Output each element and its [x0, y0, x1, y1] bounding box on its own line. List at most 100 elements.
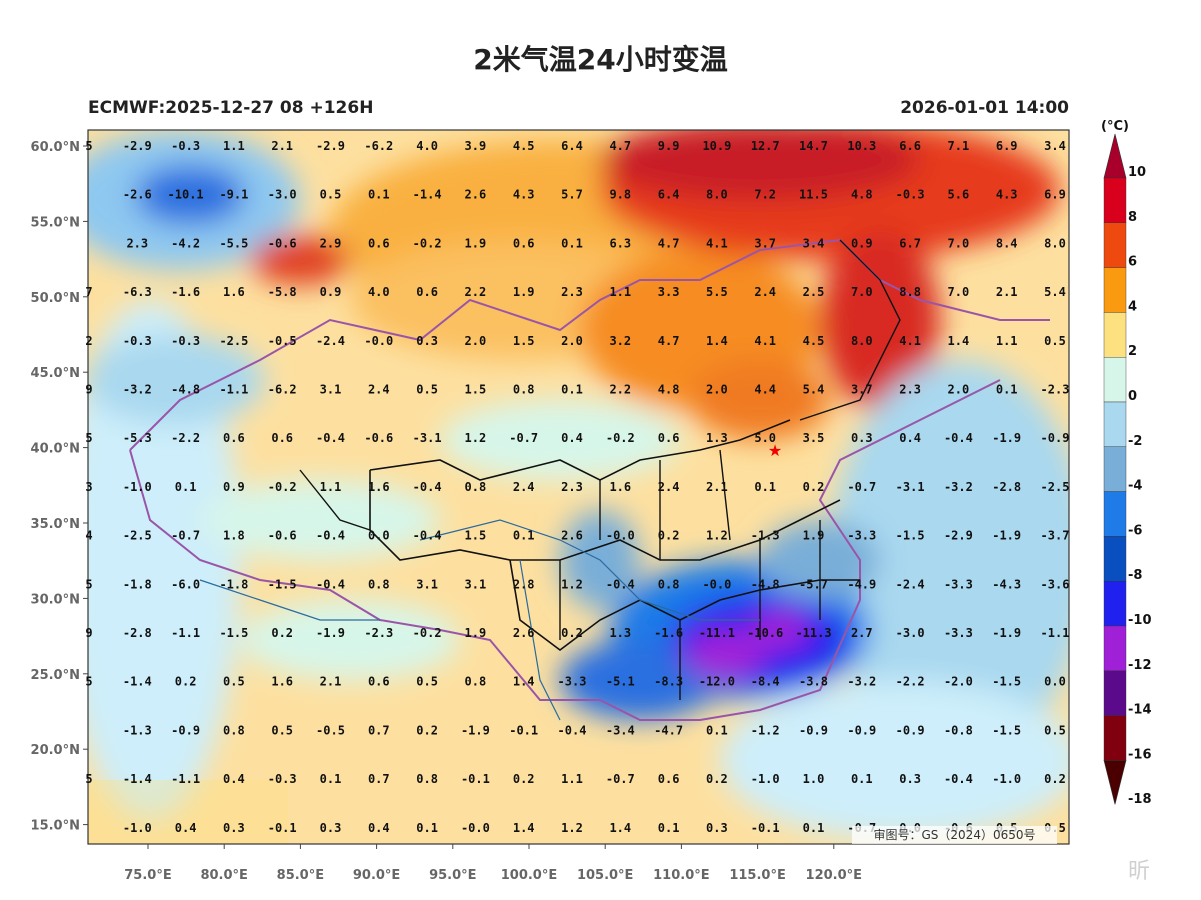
lat-tick-label: 25.0°N [31, 668, 80, 683]
grid-value: 3.5 [803, 431, 825, 445]
grid-value: 2.3 [126, 236, 148, 250]
grid-value: -4.3 [992, 577, 1021, 591]
grid-value: -5.5 [219, 236, 248, 250]
grid-value: -2.9 [123, 139, 152, 153]
grid-value: 6.6 [899, 139, 921, 153]
grid-value: 4.8 [658, 383, 680, 397]
longitude-axis: 75.0°E 80.0°E 85.0°E 90.0°E 95.0°E 100.0°E 105… [124, 844, 862, 883]
grid-value: 0.3 [851, 431, 873, 445]
grid-value: -0.2 [413, 236, 442, 250]
grid-value: 1.5 [513, 334, 535, 348]
grid-value: 5 [85, 431, 92, 445]
lat-tick-label: 30.0°N [31, 592, 80, 607]
grid-value: 0.1 [561, 383, 583, 397]
grid-value: 2.1 [271, 139, 293, 153]
grid-value: 0.3 [320, 821, 342, 835]
grid-value: 0.4 [561, 431, 583, 445]
grid-value: 7.1 [948, 139, 970, 153]
grid-value: -1.4 [413, 188, 442, 202]
grid-value: 0.8 [465, 675, 487, 689]
grid-value: 4.1 [899, 334, 921, 348]
grid-value: 3.4 [1044, 139, 1066, 153]
colorbar-segment [1103, 222, 1127, 268]
grid-value: -9.1 [219, 188, 248, 202]
colorbar-unit: (°C) [1101, 119, 1129, 134]
grid-value: 2.2 [465, 285, 487, 299]
colorbar-top-arrow [1103, 133, 1127, 179]
approval-number: 审图号：GS（2024）0650号 [873, 828, 1036, 842]
grid-value: -0.1 [268, 821, 297, 835]
grid-value: 0.3 [416, 334, 438, 348]
colorbar-segment [1103, 357, 1127, 403]
grid-value: 0.1 [320, 772, 342, 786]
grid-value: -0.4 [316, 577, 345, 591]
lat-tick-label: 55.0°N [31, 215, 80, 230]
grid-value: 3.4 [803, 236, 825, 250]
grid-value: -0.0 [364, 334, 393, 348]
grid-value: 3.1 [465, 577, 487, 591]
grid-value: -10.6 [747, 626, 783, 640]
grid-value: -0.3 [171, 334, 200, 348]
grid-value: -0.7 [606, 772, 635, 786]
grid-value: 6.9 [996, 139, 1018, 153]
grid-value: 9 [85, 383, 92, 397]
grid-value: -0.3 [896, 188, 925, 202]
grid-value: -0.4 [558, 723, 587, 737]
grid-value: 0.4 [368, 821, 390, 835]
grid-value: 1.6 [271, 675, 293, 689]
grid-value: 1.2 [561, 821, 583, 835]
grid-value: 0.3 [899, 772, 921, 786]
grid-value: 0.5 [1044, 723, 1066, 737]
grid-value: 10.3 [847, 139, 876, 153]
grid-value: 2.4 [658, 480, 680, 494]
grid-value: 1.9 [465, 626, 487, 640]
grid-value: -0.9 [171, 723, 200, 737]
lon-tick-label: 75.0°E [124, 868, 171, 883]
grid-value: -8.3 [654, 675, 683, 689]
grid-value: 0.6 [368, 675, 390, 689]
grid-value: -3.0 [896, 626, 925, 640]
grid-value: 10.9 [702, 139, 731, 153]
grid-value: 4.5 [513, 139, 535, 153]
grid-value: -2.3 [364, 626, 393, 640]
grid-value: 0.2 [658, 529, 680, 543]
grid-value: 0.7 [368, 723, 390, 737]
grid-value: 2.4 [513, 480, 535, 494]
colorbar-segment [1103, 177, 1127, 223]
grid-value: 1.2 [465, 431, 487, 445]
colorbar-tick-label: 6 [1128, 255, 1137, 270]
grid-value: 0.5 [320, 188, 342, 202]
grid-value: 9.8 [609, 188, 631, 202]
grid-value: -0.5 [268, 334, 297, 348]
grid-value: 2.6 [561, 529, 583, 543]
grid-value: -2.5 [219, 334, 248, 348]
grid-value: -0.3 [123, 334, 152, 348]
grid-value: 0.8 [658, 577, 680, 591]
grid-value: -3.3 [558, 675, 587, 689]
grid-value: 8.0 [851, 334, 873, 348]
grid-value: 1.9 [465, 236, 487, 250]
grid-value: 0.6 [271, 431, 293, 445]
grid-value: 9.9 [658, 139, 680, 153]
grid-value: -0.2 [606, 431, 635, 445]
grid-value: -0.1 [509, 723, 538, 737]
grid-value: -3.2 [123, 383, 152, 397]
lat-tick-label: 15.0°N [31, 819, 80, 834]
valid-time-label: 2026-01-01 14:00 [900, 98, 1069, 118]
lat-tick-label: 20.0°N [31, 743, 80, 758]
grid-value: 0.2 [271, 626, 293, 640]
grid-value: 0.1 [706, 723, 728, 737]
lon-tick-label: 80.0°E [200, 868, 247, 883]
grid-value: 4.3 [513, 188, 535, 202]
grid-value: -0.0 [702, 577, 731, 591]
grid-value: -3.3 [944, 577, 973, 591]
colorbar-segment [1103, 715, 1127, 761]
grid-value: 2.8 [513, 577, 535, 591]
grid-value: 3.7 [754, 236, 776, 250]
grid-value: 1.4 [513, 821, 535, 835]
grid-value: 0.3 [706, 821, 728, 835]
grid-value: 14.7 [799, 139, 828, 153]
grid-value: -1.8 [123, 577, 152, 591]
